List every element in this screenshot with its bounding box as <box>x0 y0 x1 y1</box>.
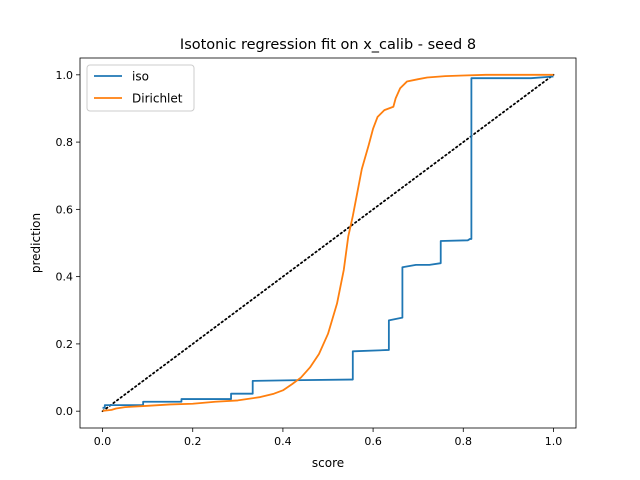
series-line-iso <box>102 75 554 409</box>
y-tick-label: 0.0 <box>56 405 74 418</box>
x-tick-label: 0.6 <box>364 435 382 448</box>
plot-frame <box>79 57 577 429</box>
chart-title: Isotonic regression fit on x_calib - see… <box>180 37 476 53</box>
x-axis: 0.0 0.2 0.4 0.6 0.8 1.0 <box>94 428 562 448</box>
y-tick-label: 0.6 <box>56 203 74 216</box>
y-axis-label: prediction <box>29 213 43 273</box>
reference-line-layer <box>101 73 555 413</box>
x-tick-label: 0.4 <box>274 435 292 448</box>
legend-label-iso: iso <box>132 70 149 84</box>
x-tick-label: 0.8 <box>455 435 473 448</box>
x-axis-label: score <box>312 456 344 470</box>
legend-label-dirichlet: Dirichlet <box>132 92 183 106</box>
legend: iso Dirichlet <box>86 64 195 112</box>
y-tick-label: 0.2 <box>56 338 74 351</box>
x-tick-label: 1.0 <box>545 435 563 448</box>
y-axis: 0.0 0.2 0.4 0.6 0.8 1.0 <box>56 69 80 418</box>
reference-diagonal-line <box>101 73 555 413</box>
series-line-dirichlet <box>102 73 554 412</box>
y-tick-label: 1.0 <box>56 69 74 82</box>
series-layer <box>102 73 554 412</box>
y-tick-label: 0.8 <box>56 136 74 149</box>
y-tick-label: 0.4 <box>56 271 74 284</box>
x-tick-label: 0.0 <box>94 435 112 448</box>
x-tick-label: 0.2 <box>184 435 202 448</box>
